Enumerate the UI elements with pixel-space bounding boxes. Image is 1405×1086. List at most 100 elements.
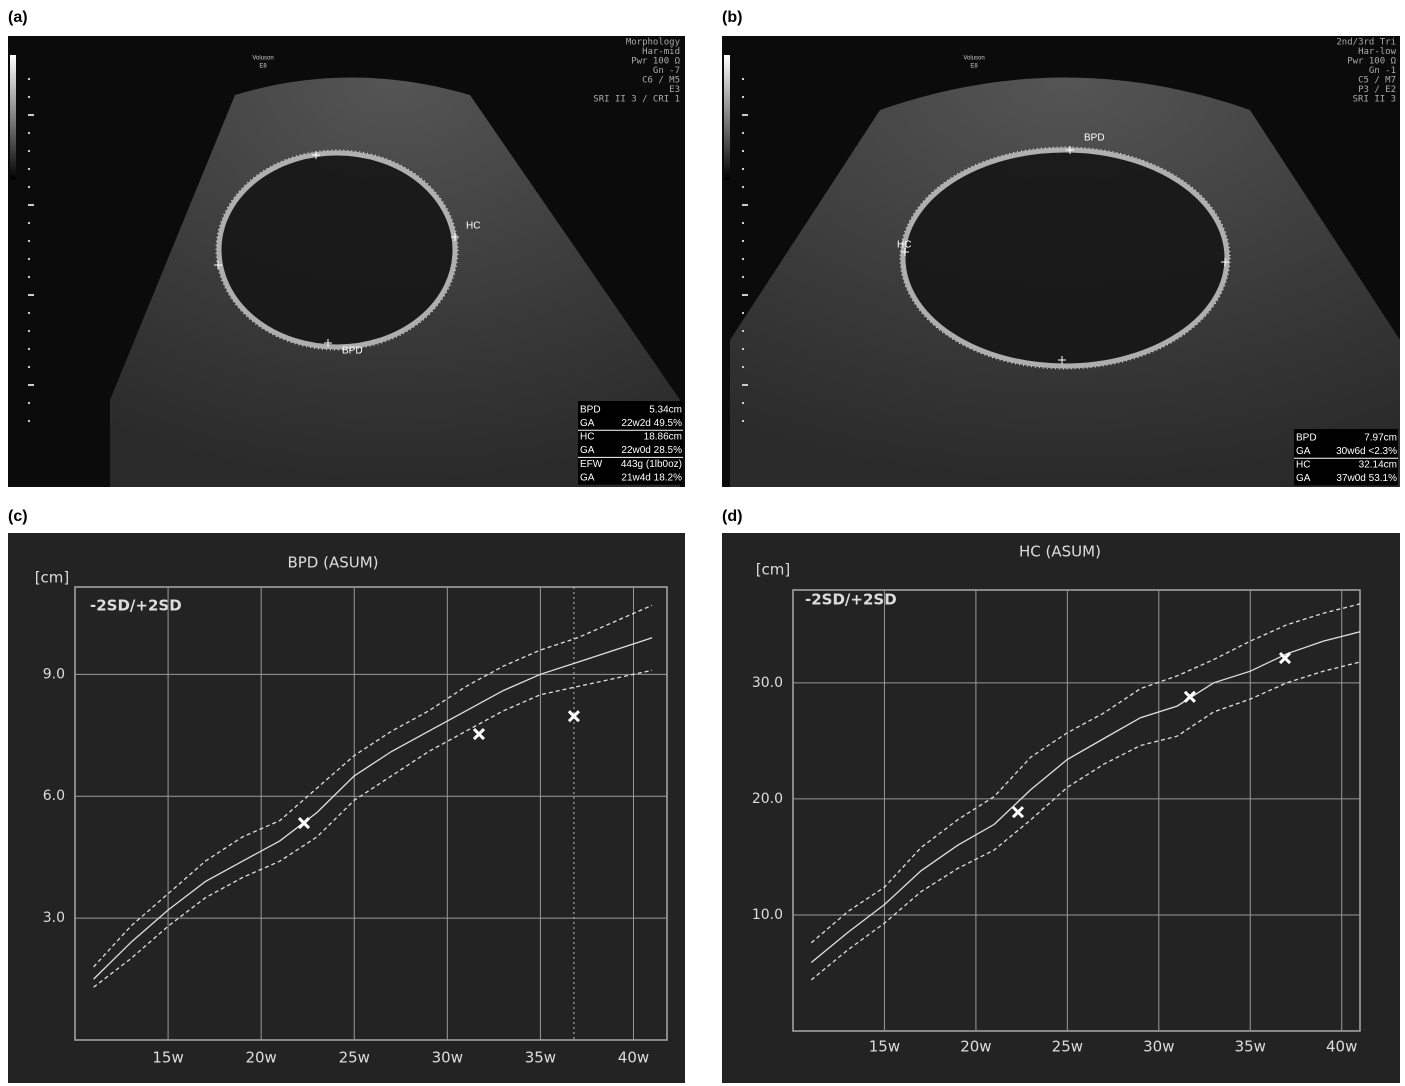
scan-setting: C6 / M5	[642, 76, 680, 86]
x-tick-label: 30w	[432, 1049, 463, 1067]
skull-echo	[903, 150, 1227, 366]
depth-scale-tick	[28, 150, 30, 152]
measurement-value: 37w0d 53.1%	[1336, 473, 1397, 484]
measurement-value: 18.86cm	[644, 432, 682, 443]
measure-marker: BPD	[1084, 133, 1105, 144]
measurement-name: EFW	[580, 459, 603, 470]
scan-setting: Gn -1	[1369, 66, 1396, 76]
panel-label: (a)	[8, 9, 28, 26]
depth-scale-tick	[742, 168, 744, 170]
measurement-value: 21w4d 18.2%	[621, 472, 682, 483]
x-tick-label: 25w	[339, 1049, 370, 1067]
measurement-name: GA	[580, 472, 595, 483]
depth-scale-tick	[28, 312, 30, 314]
y-tick-label: 30.0	[752, 675, 783, 691]
measurement-value: 443g (1lb0oz)	[621, 459, 682, 470]
gray-scale-bar	[724, 55, 730, 180]
panel-label: (d)	[722, 508, 742, 525]
depth-scale-tick	[742, 78, 744, 80]
measurement-value: 7.97cm	[1364, 432, 1397, 443]
measurement-name: HC	[1296, 460, 1310, 471]
scan-setting: SRI II 3	[1353, 95, 1396, 105]
chart-title: HC (ASUM)	[1019, 543, 1101, 561]
depth-scale-tick	[28, 294, 34, 296]
measurement-name: HC	[580, 432, 594, 443]
depth-scale-tick	[28, 132, 30, 134]
depth-scale-tick	[28, 348, 30, 350]
measurement-value: 22w2d 49.5%	[621, 418, 682, 429]
x-tick-label: 15w	[869, 1038, 900, 1056]
x-tick-label: 40w	[1326, 1038, 1357, 1056]
depth-scale-tick	[742, 420, 744, 422]
x-tick-label: 35w	[1235, 1038, 1266, 1056]
x-tick-label: 30w	[1143, 1038, 1174, 1056]
depth-scale-tick	[742, 402, 744, 404]
measurement-value: 5.34cm	[649, 404, 682, 415]
scan-setting: C5 / M7	[1358, 76, 1396, 86]
gray-scale-bar	[10, 55, 16, 180]
x-tick-label: 20w	[960, 1038, 991, 1056]
x-tick-label: 40w	[618, 1049, 649, 1067]
measurement-name: GA	[580, 418, 595, 429]
depth-scale-tick	[28, 222, 30, 224]
depth-scale-tick	[28, 186, 30, 188]
depth-scale-tick	[28, 114, 34, 116]
y-axis-label: [cm]	[756, 561, 791, 579]
measurement-value: 32.14cm	[1359, 460, 1397, 471]
scan-setting: SRI II 3 / CRI 1	[593, 95, 680, 105]
depth-scale-tick	[28, 420, 30, 422]
depth-scale-tick	[28, 204, 34, 206]
x-tick-label: 15w	[152, 1049, 183, 1067]
depth-scale-tick	[742, 150, 744, 152]
scan-setting: Har-mid	[642, 47, 680, 57]
depth-scale-tick	[28, 258, 30, 260]
depth-scale-tick	[742, 96, 744, 98]
depth-scale-tick	[742, 312, 744, 314]
depth-scale-tick	[28, 276, 30, 278]
depth-scale-tick	[742, 258, 744, 260]
depth-scale-tick	[28, 78, 30, 80]
chart-title: BPD (ASUM)	[287, 554, 378, 572]
depth-scale-tick	[28, 168, 30, 170]
y-tick-label: 10.0	[752, 907, 783, 923]
depth-scale-tick	[742, 348, 744, 350]
depth-scale-tick	[742, 186, 744, 188]
measurement-value: 30w6d <2.3%	[1336, 446, 1397, 457]
panel-label: (c)	[8, 508, 28, 525]
depth-scale-tick	[742, 276, 744, 278]
device-logo: Voluson	[963, 56, 984, 62]
scan-setting: E3	[669, 85, 680, 95]
y-tick-label: 6.0	[43, 788, 65, 804]
measurement-name: GA	[580, 445, 595, 456]
scan-setting: Pwr 100 Ω	[631, 57, 680, 67]
x-tick-label: 20w	[245, 1049, 276, 1067]
depth-scale-tick	[742, 114, 748, 116]
x-tick-label: 25w	[1052, 1038, 1083, 1056]
depth-scale-tick	[742, 132, 744, 134]
chart-frame	[722, 533, 1400, 1083]
depth-scale-tick	[28, 366, 30, 368]
x-tick-label: 35w	[525, 1049, 556, 1067]
scan-setting: P3 / E2	[1358, 85, 1396, 95]
depth-scale-tick	[742, 366, 744, 368]
depth-scale-tick	[28, 402, 30, 404]
depth-scale-tick	[28, 330, 30, 332]
scan-setting: Har-low	[1358, 47, 1397, 57]
measurement-value: 22w0d 28.5%	[621, 445, 682, 456]
scan-setting: 2nd/3rd Tri	[1336, 38, 1396, 48]
device-logo: E8	[259, 64, 267, 70]
measurement-name: GA	[1296, 473, 1311, 484]
scan-setting: Gn -7	[653, 66, 680, 76]
depth-scale-tick	[742, 204, 748, 206]
measurement-name: BPD	[1296, 432, 1317, 443]
scan-setting: Pwr 100 Ω	[1347, 57, 1396, 67]
device-logo: Voluson	[252, 56, 273, 62]
depth-scale-tick	[742, 294, 748, 296]
depth-scale-tick	[28, 96, 30, 98]
device-logo: E8	[970, 64, 978, 70]
measure-marker: HC	[466, 221, 480, 232]
depth-scale-tick	[28, 240, 30, 242]
depth-scale-tick	[28, 384, 34, 386]
depth-scale-tick	[742, 240, 744, 242]
measurement-name: GA	[1296, 446, 1311, 457]
